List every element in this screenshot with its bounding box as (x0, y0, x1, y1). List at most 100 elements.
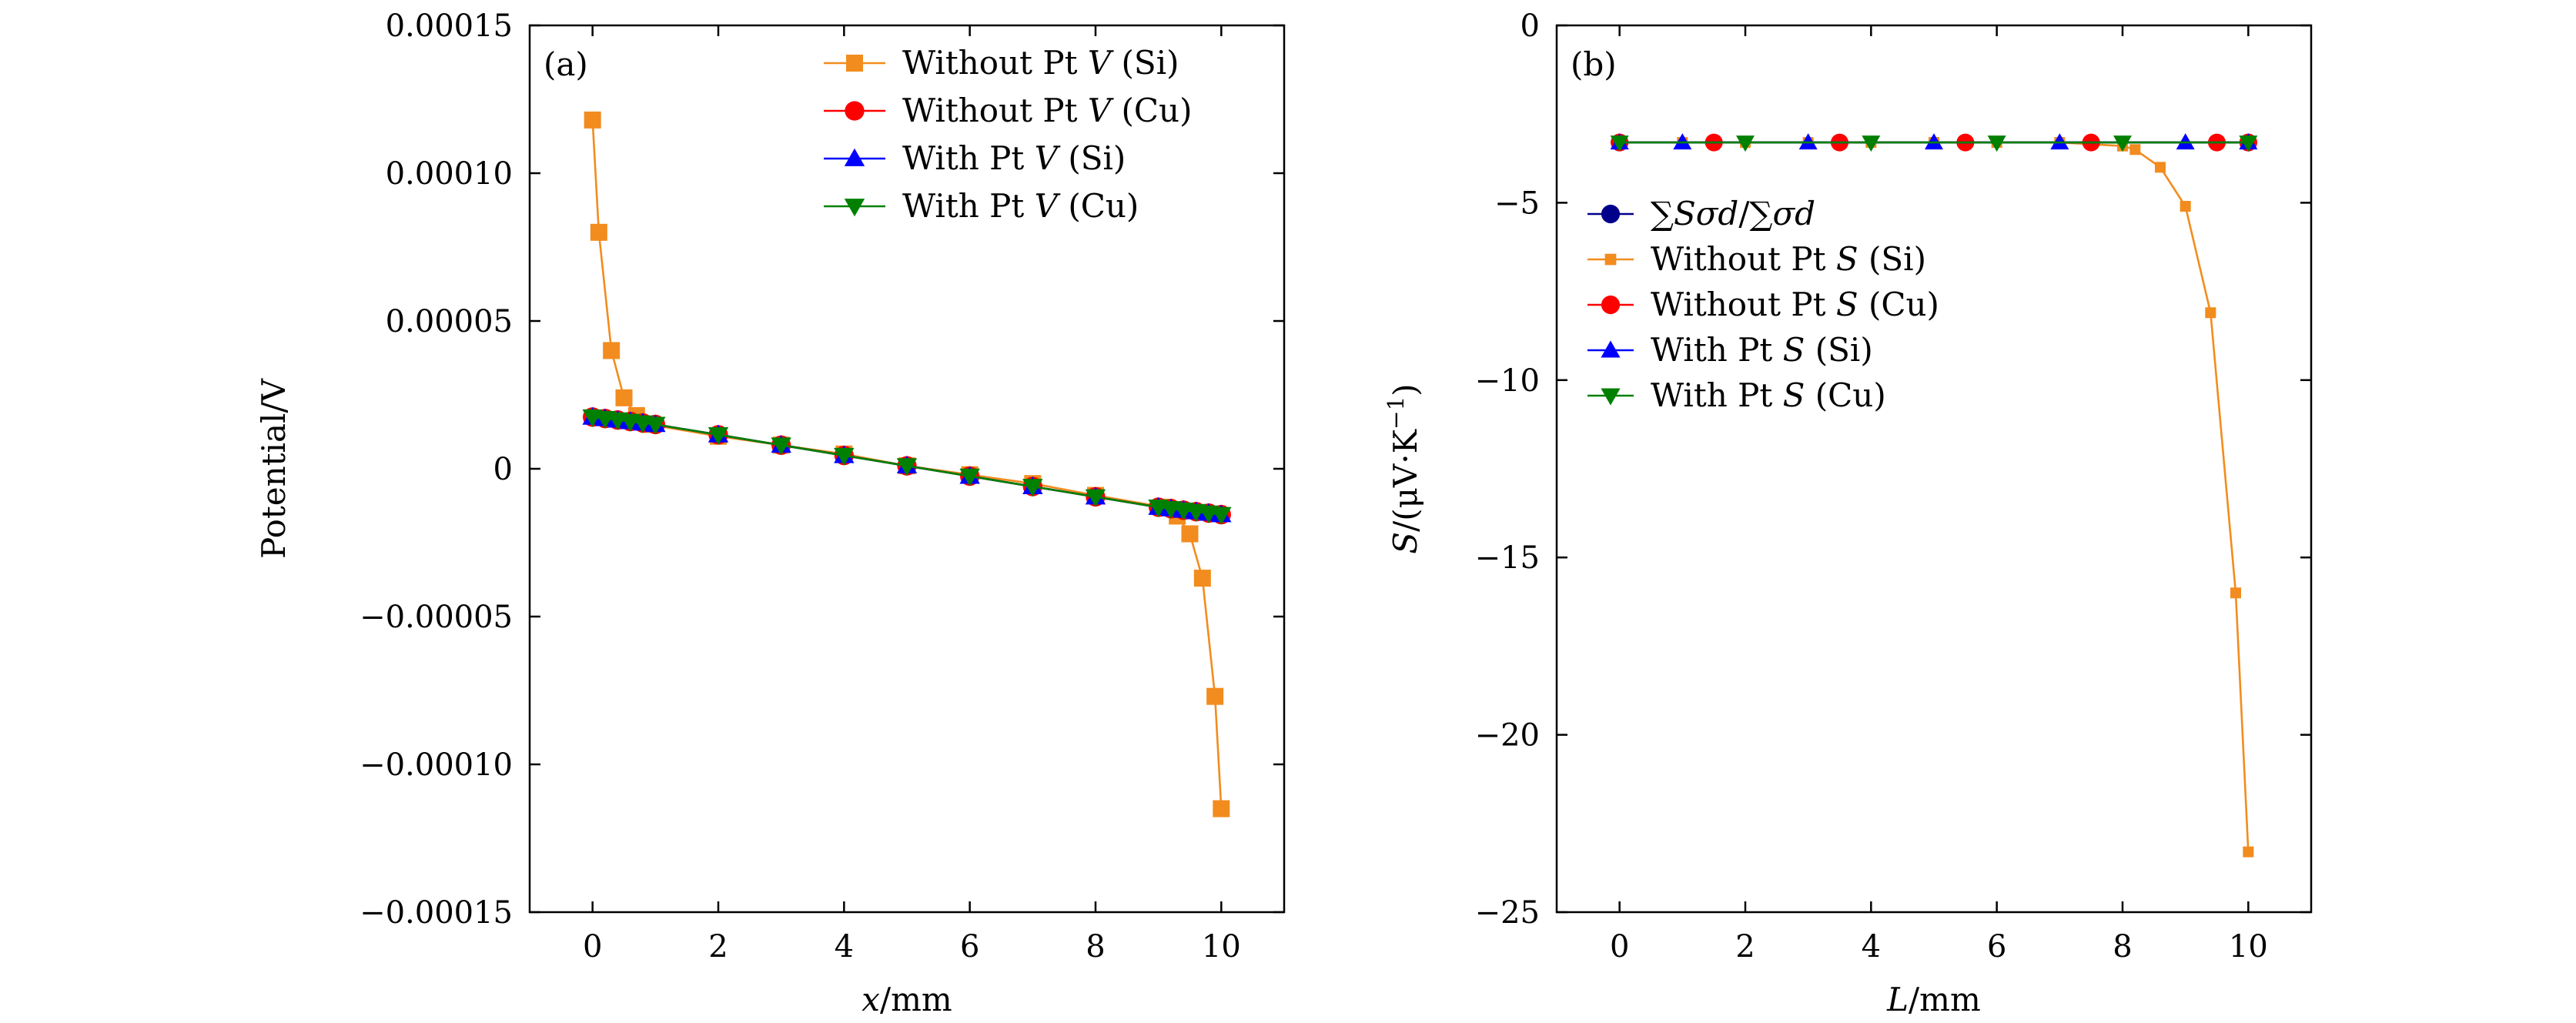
text-run: (Si) (1111, 44, 1179, 82)
y-tick-label: 0.00015 (386, 8, 513, 44)
text-run: Without Pt (902, 92, 1088, 129)
legend-marker (846, 55, 863, 72)
data-point (1181, 525, 1199, 543)
text-run: S (1836, 240, 1858, 278)
series-4 (1610, 135, 2258, 152)
text-run: S (1836, 286, 1858, 323)
text-run: (Cu) (1111, 92, 1192, 129)
legend-label: With Pt V (Si) (902, 139, 1126, 177)
text-run: /(μV·K (1387, 428, 1424, 532)
data-point (1987, 135, 2006, 152)
text-run: /∑ (1738, 195, 1772, 232)
legend-marker (844, 148, 865, 166)
legend-marker (1601, 295, 1621, 315)
x-tick-label: 2 (1735, 929, 1755, 964)
legend-label: With Pt S (Cu) (1651, 376, 1886, 414)
y-axis-label: S/(μV·K−1) (1383, 383, 1424, 553)
data-point (771, 437, 791, 456)
legend-entry: With Pt S (Cu) (1587, 376, 1886, 414)
text-run: −1 (1383, 396, 1409, 430)
legend-label: Without Pt V (Si) (902, 44, 1179, 82)
data-point (1206, 687, 1224, 705)
legend-marker (844, 199, 865, 217)
data-point (2050, 133, 2069, 150)
text-run: S (1783, 376, 1805, 414)
data-point (2239, 135, 2258, 152)
legend-entry: Without Pt V (Si) (824, 44, 1179, 82)
y-tick-label: −10 (1475, 363, 1540, 399)
data-point (1798, 133, 1818, 150)
text-run: /mm (1909, 981, 1981, 1018)
x-tick-label: 10 (1202, 929, 1241, 964)
text-run: L (1886, 981, 1909, 1018)
text-run: (Cu) (1858, 286, 1939, 323)
text-run: (Cu) (1058, 187, 1139, 225)
x-axis-label: x/mm (861, 981, 952, 1018)
legend-label: With Pt V (Cu) (902, 187, 1139, 225)
y-tick-label: −5 (1494, 186, 1540, 221)
legend-entry: ∑Sσd/∑σd (1587, 195, 1815, 232)
legend-marker (1604, 253, 1617, 266)
legend-label: Without Pt S (Cu) (1651, 286, 1939, 323)
data-point (2113, 135, 2132, 152)
data-point (1193, 570, 1211, 587)
data-point (2155, 162, 2166, 173)
y-tick-label: 0 (1521, 8, 1540, 44)
legend: Without Pt V (Si)Without Pt V (Cu)With P… (824, 44, 1193, 225)
data-point (1213, 800, 1230, 817)
legend-entry: Without Pt S (Cu) (1587, 286, 1939, 323)
x-tick-label: 4 (835, 929, 854, 964)
data-point (959, 468, 980, 486)
text-run: σd (1772, 195, 1815, 232)
y-tick-label: −0.00010 (360, 747, 513, 783)
data-point (896, 458, 918, 476)
text-run: Potential/V (255, 378, 293, 559)
text-run: V (1035, 139, 1061, 177)
data-point (1673, 133, 1692, 150)
legend-entry: Without Pt V (Cu) (824, 92, 1193, 129)
x-tick-label: 8 (2113, 929, 2132, 964)
text-run: With Pt (902, 187, 1035, 225)
data-point (603, 342, 621, 359)
y-tick-label: −20 (1475, 718, 1540, 754)
y-tick-label: 0.00010 (386, 156, 513, 192)
data-point (1211, 506, 1232, 525)
data-point (1022, 479, 1043, 497)
x-tick-label: 8 (1086, 929, 1105, 964)
data-point (2180, 201, 2191, 212)
text-run: Without Pt (1651, 240, 1836, 278)
legend-marker (1601, 204, 1621, 224)
x-axis-label: L/mm (1886, 981, 1981, 1018)
x-tick-label: 0 (583, 929, 602, 964)
y-tick-label: −0.00015 (360, 895, 513, 931)
panel-label: (b) (1571, 45, 1617, 83)
y-axis-label: Potential/V (255, 378, 293, 559)
panel-a: 0 2 4 6 8 10 0.00015 0.00010 0.00005 0 −0.00005 −0.… (255, 8, 1286, 1018)
text-run: ) (1387, 383, 1424, 396)
data-point (2129, 144, 2141, 155)
text-run: (Cu) (1805, 376, 1885, 414)
text-run: With Pt (902, 139, 1035, 177)
text-run: V (1088, 44, 1114, 82)
x-tick-label: 10 (2229, 929, 2268, 964)
data-point (708, 426, 729, 446)
legend-entry: With Pt V (Cu) (824, 187, 1139, 225)
text-run: x (861, 981, 880, 1018)
legend-entry: With Pt V (Si) (824, 139, 1126, 177)
text-run: V (1088, 92, 1114, 129)
text-run: (Si) (1805, 331, 1872, 369)
text-run: With Pt (1651, 376, 1783, 414)
data-point (1925, 133, 1943, 150)
panel-b: 0 2 4 6 8 100−5−10−15−20−25L/mmS/(μV·K−1)(b)∑… (1383, 8, 2313, 1018)
text-run: With Pt (1651, 331, 1783, 369)
legend-marker (1601, 340, 1621, 358)
data-point (2176, 133, 2195, 150)
legend-entry: Without Pt S (Si) (1587, 240, 1926, 278)
text-run: (Si) (1058, 139, 1126, 177)
y-tick-label: 0.00005 (386, 304, 513, 339)
data-point (1862, 135, 1881, 152)
text-run: (Si) (1858, 240, 1926, 278)
y-tick-label: 0 (493, 452, 513, 487)
data-point (2205, 307, 2216, 319)
